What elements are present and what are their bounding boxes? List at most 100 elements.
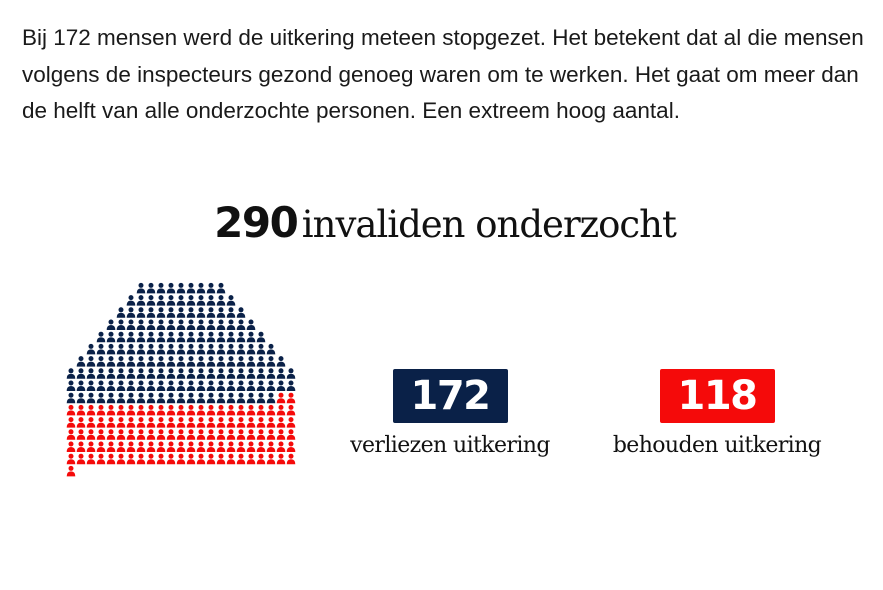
- person-icon: [66, 417, 76, 428]
- person-icon: [136, 295, 146, 306]
- person-icon: [206, 380, 216, 391]
- person-icon: [166, 307, 176, 318]
- person-icon: [166, 343, 176, 355]
- chart-title: 290 invaliden onderzocht: [0, 198, 883, 247]
- person-icon: [216, 295, 226, 306]
- person-icon: [126, 453, 136, 465]
- person-icon: [136, 453, 146, 465]
- person-icon: [246, 417, 256, 428]
- person-icon: [126, 295, 136, 306]
- person-icon: [226, 368, 236, 379]
- person-icon: [246, 404, 256, 416]
- person-icon: [276, 429, 286, 440]
- person-icon: [286, 441, 296, 452]
- person-icon: [156, 429, 166, 440]
- person-icon: [96, 380, 106, 391]
- person-icon: [136, 307, 146, 318]
- person-icon: [116, 404, 126, 416]
- person-icon: [176, 356, 186, 367]
- person-icon: [126, 392, 136, 404]
- person-icon: [286, 453, 296, 465]
- person-icon: [246, 453, 256, 465]
- person-icon: [156, 343, 166, 355]
- person-icon: [166, 319, 176, 330]
- stat-keep-benefit: 118 behouden uitkering: [600, 369, 834, 458]
- person-icon: [226, 392, 236, 404]
- person-icon: [206, 307, 216, 318]
- person-icon: [76, 380, 86, 391]
- person-icon: [276, 380, 286, 391]
- person-icon: [86, 356, 96, 367]
- person-icon: [256, 356, 266, 367]
- person-icon: [206, 356, 216, 367]
- person-icon: [136, 417, 146, 428]
- person-icon: [146, 295, 156, 306]
- person-icon: [226, 307, 236, 318]
- person-icon: [196, 368, 206, 379]
- person-icon: [186, 331, 196, 343]
- person-icon: [106, 392, 116, 404]
- person-icon: [156, 441, 166, 452]
- person-icon: [286, 392, 296, 404]
- person-icon: [136, 441, 146, 452]
- person-icon: [76, 404, 86, 416]
- person-icon: [146, 282, 156, 294]
- person-icon: [196, 356, 206, 367]
- person-icon: [186, 356, 196, 367]
- person-icon: [276, 356, 286, 367]
- person-icon: [136, 319, 146, 330]
- person-icon: [196, 380, 206, 391]
- person-icon: [136, 404, 146, 416]
- person-icon: [286, 380, 296, 391]
- person-icon: [176, 295, 186, 306]
- person-icon: [266, 392, 276, 404]
- person-icon: [236, 429, 246, 440]
- person-icon: [176, 404, 186, 416]
- person-icon: [276, 392, 286, 404]
- person-icon: [66, 429, 76, 440]
- person-icon: [206, 368, 216, 379]
- person-icon: [66, 441, 76, 452]
- person-icon: [96, 404, 106, 416]
- person-icon: [226, 331, 236, 343]
- person-icon: [126, 429, 136, 440]
- person-icon: [126, 441, 136, 452]
- person-icon: [146, 380, 156, 391]
- person-icon: [146, 307, 156, 318]
- person-icon: [206, 331, 216, 343]
- person-icon: [176, 441, 186, 452]
- person-icon: [96, 417, 106, 428]
- person-icon: [216, 404, 226, 416]
- person-icon: [226, 356, 236, 367]
- person-icon: [86, 453, 96, 465]
- person-icon: [116, 356, 126, 367]
- person-icon: [126, 380, 136, 391]
- person-icon: [266, 380, 276, 391]
- person-icon: [246, 429, 256, 440]
- person-icon: [106, 453, 116, 465]
- person-icon: [236, 331, 246, 343]
- person-icon: [226, 429, 236, 440]
- person-icon: [186, 453, 196, 465]
- person-icon: [116, 307, 126, 318]
- person-icon: [156, 368, 166, 379]
- person-icon: [186, 380, 196, 391]
- person-icon: [96, 429, 106, 440]
- person-icon: [286, 404, 296, 416]
- person-icon: [156, 392, 166, 404]
- person-icon: [166, 429, 176, 440]
- person-icon: [176, 319, 186, 330]
- person-icon: [196, 441, 206, 452]
- person-icon: [156, 417, 166, 428]
- person-icon: [186, 429, 196, 440]
- person-icon: [186, 368, 196, 379]
- person-icon: [256, 429, 266, 440]
- person-icon: [216, 343, 226, 355]
- person-icon: [166, 441, 176, 452]
- person-icon: [206, 282, 216, 294]
- person-icon: [166, 404, 176, 416]
- person-icon: [226, 417, 236, 428]
- person-icon: [236, 417, 246, 428]
- person-icon: [266, 356, 276, 367]
- person-icon: [96, 392, 106, 404]
